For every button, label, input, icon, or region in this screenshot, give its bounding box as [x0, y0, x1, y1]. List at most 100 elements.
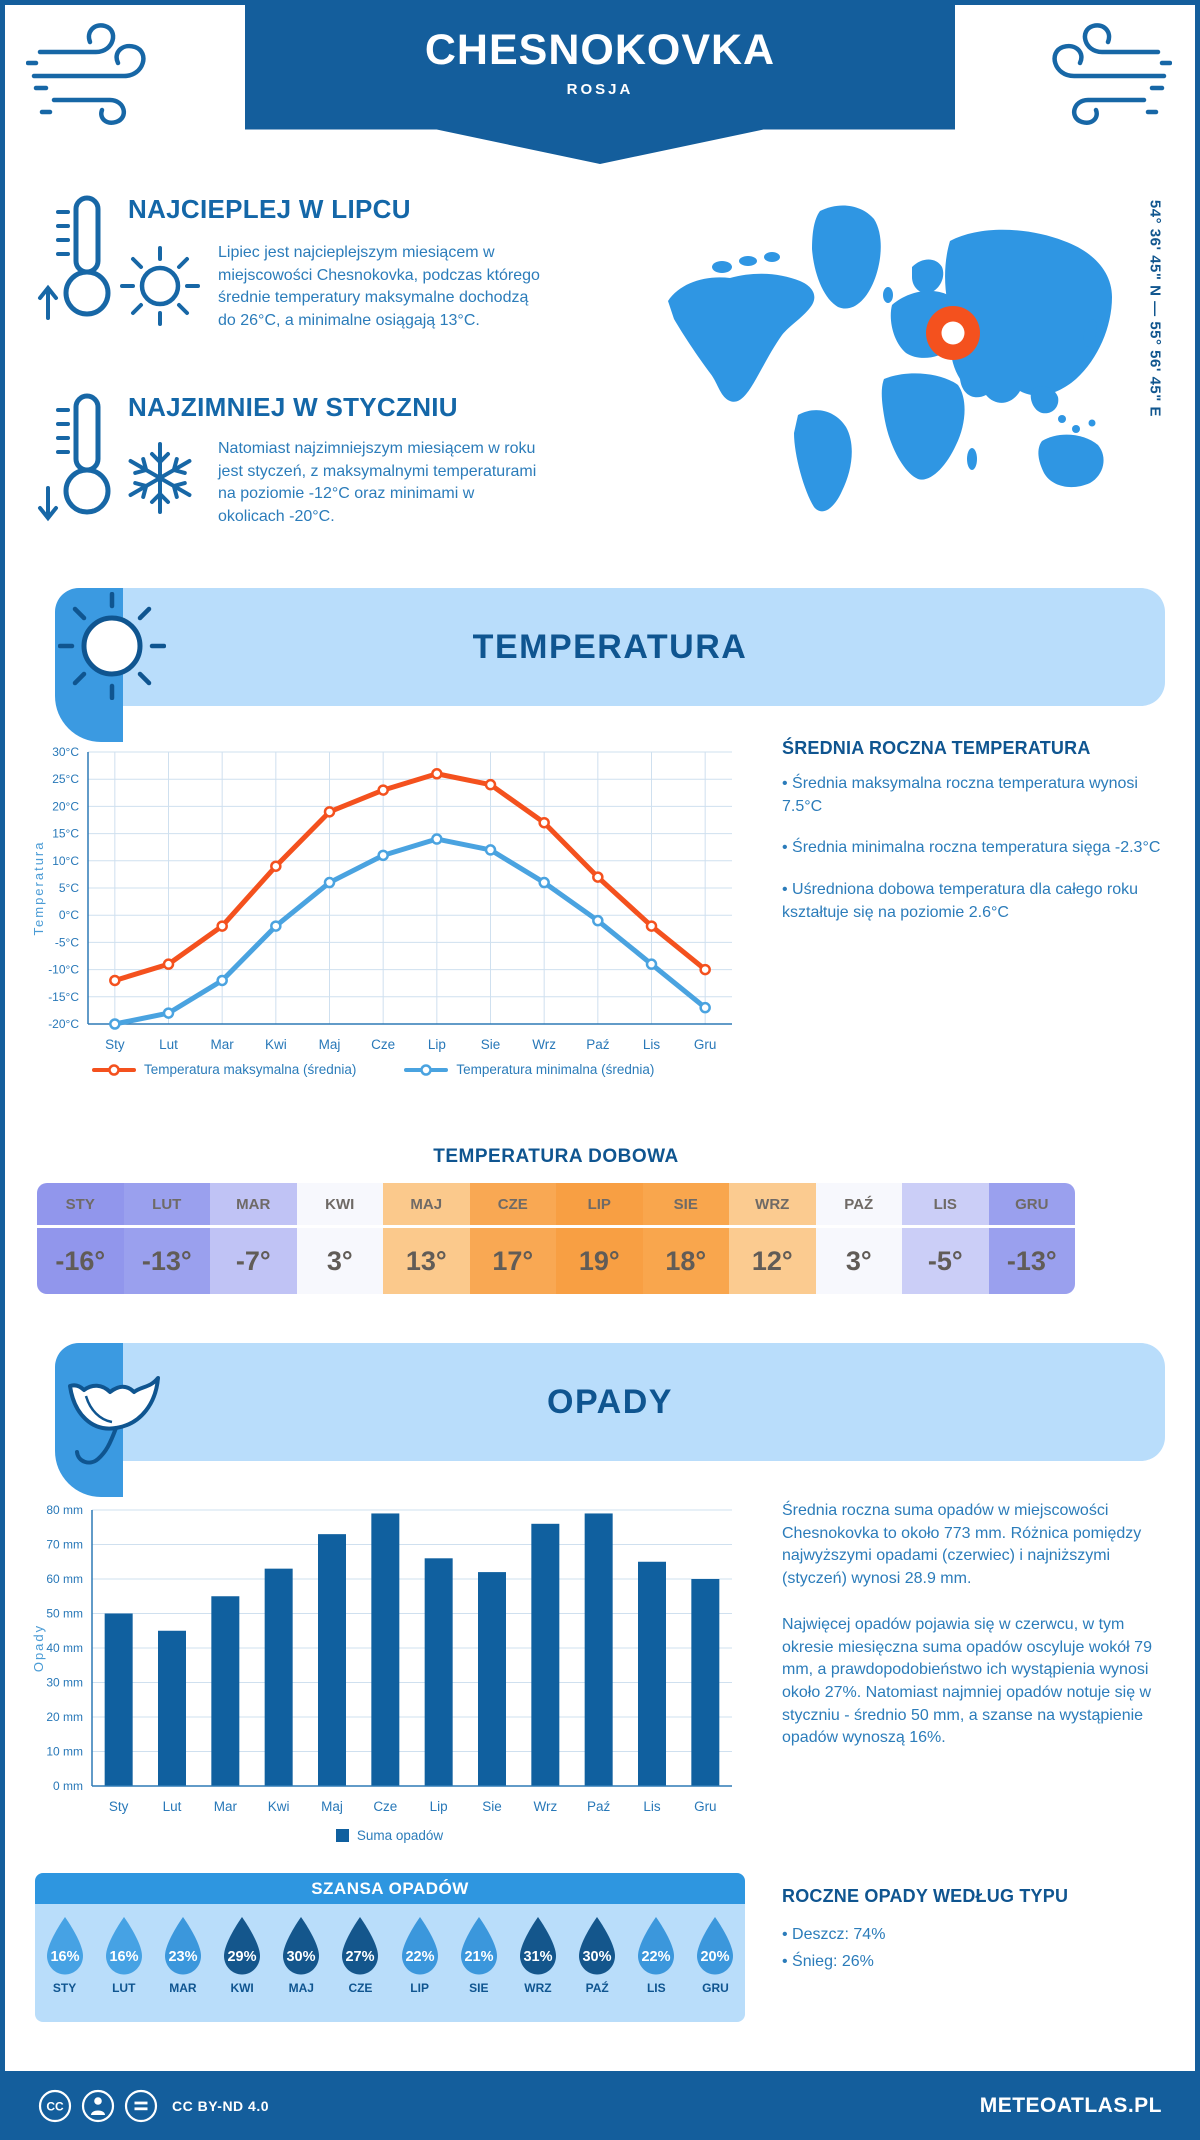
svg-text:0 mm: 0 mm [53, 1779, 83, 1793]
svg-text:20%: 20% [701, 1949, 730, 1965]
annual-temperature-heading: ŚREDNIA ROCZNA TEMPERATURA [782, 738, 1091, 758]
precipitation-band-title: OPADY [547, 1383, 673, 1421]
svg-text:60 mm: 60 mm [46, 1572, 83, 1586]
svg-text:Wrz: Wrz [532, 1037, 556, 1052]
svg-text:22%: 22% [642, 1949, 671, 1965]
precipitation-type-heading: ROCZNE OPADY WEDŁUG TYPU [782, 1886, 1069, 1906]
coordinates-label: 54° 36' 45" N — 55° 56' 45" E [1146, 199, 1164, 418]
rain-chance-month-label: PAŹ [585, 1981, 609, 1995]
precipitation-chart-legend: Suma opadów [32, 1828, 747, 1843]
svg-text:20°C: 20°C [52, 799, 79, 813]
svg-text:Wrz: Wrz [533, 1799, 557, 1814]
svg-text:Lut: Lut [159, 1037, 178, 1052]
precipitation-paragraph: Średnia roczna suma opadów w miejscowośc… [782, 1502, 1142, 1588]
month-header-cell: SIE [642, 1183, 729, 1225]
svg-text:Lis: Lis [643, 1037, 661, 1052]
annual-bullet: • Średnia maksymalna roczna temperatura … [782, 775, 1138, 815]
rain-chance-item: 31% WRZ [508, 1915, 567, 2022]
table-column: MAR -7° [210, 1183, 297, 1294]
svg-text:CC: CC [46, 2099, 64, 2113]
cc-license-badges: CC [38, 2089, 158, 2123]
svg-text:Maj: Maj [321, 1799, 343, 1814]
rain-chance-item: 29% KWI [213, 1915, 272, 2022]
month-header-cell: STY [37, 1183, 124, 1225]
table-column: LIS -5° [902, 1183, 989, 1294]
svg-text:Lis: Lis [643, 1799, 661, 1814]
legend-item: Suma opadów [335, 1828, 444, 1843]
cc-by-person-icon [81, 2089, 115, 2122]
svg-text:10 mm: 10 mm [46, 1745, 83, 1759]
rain-chance-month-label: LUT [112, 1981, 136, 1995]
raindrop-icon: 31% [519, 1917, 556, 1975]
rain-chance-panel: SZANSA OPADÓW 16% STY 16% LUT 23% MAR 29% KWI 30… [35, 1873, 745, 2022]
table-column: KWI 3° [296, 1183, 383, 1294]
table-column: LUT -13° [123, 1183, 210, 1294]
legend-swatch [335, 1829, 349, 1842]
svg-text:15°C: 15°C [52, 827, 79, 841]
footer: CC CC BY-ND 4.0 METEOATLAS.PL [0, 2071, 1200, 2140]
svg-text:-5°C: -5°C [55, 935, 79, 949]
page-border-right [1195, 0, 1200, 2140]
legend-item: Temperatura minimalna (średnia) [404, 1062, 654, 1077]
umbrella-icon [68, 1376, 160, 1465]
page-title: CHESNOKOVKA [424, 26, 776, 74]
rain-chance-item: 21% SIE [449, 1915, 508, 2022]
svg-text:Paź: Paź [587, 1799, 611, 1814]
warmest-heading: NAJCIEPLEJ W LIPCU [128, 194, 411, 224]
raindrop-icon: 16% [105, 1917, 142, 1975]
raindrop-icon: 21% [460, 1917, 497, 1975]
thermometer-up-icon [38, 195, 111, 320]
thermometer-down-icon [38, 393, 111, 522]
temperature-band-title: TEMPERATURA [472, 628, 748, 666]
raindrop-icon: 20% [697, 1917, 734, 1975]
svg-text:30°C: 30°C [52, 745, 79, 759]
coldest-paragraph: Natomiast najzimniejszym miesiącem w rok… [218, 440, 537, 526]
temperature-value-cell: 12° [729, 1228, 816, 1294]
svg-text:Lip: Lip [428, 1037, 446, 1052]
warmest-paragraph: Lipiec jest najcieplejszym miesiącem w m… [218, 244, 540, 330]
temperature-value-cell: -5° [902, 1228, 989, 1294]
cc-nd-equals-icon [124, 2089, 158, 2122]
temperature-value-cell: 17° [469, 1228, 556, 1294]
svg-text:29%: 29% [228, 1949, 257, 1965]
rain-chance-month-label: CZE [348, 1981, 373, 1995]
svg-text:30 mm: 30 mm [46, 1676, 83, 1690]
raindrop-icon: 30% [579, 1917, 616, 1975]
table-column: CZE 17° [469, 1183, 556, 1294]
rain-chance-item: 16% LUT [94, 1915, 153, 2022]
precipitation-summary: Średnia roczna suma opadów w miejscowośc… [782, 1500, 1174, 1773]
svg-text:Kwi: Kwi [268, 1799, 290, 1814]
table-column: STY -16° [37, 1183, 124, 1294]
svg-text:Sty: Sty [105, 1037, 125, 1052]
svg-text:31%: 31% [523, 1949, 552, 1965]
page-border-left [0, 0, 5, 2140]
rain-chance-month-label: GRU [702, 1981, 729, 1995]
raindrop-icon: 29% [224, 1917, 261, 1975]
legend-label: Suma opadów [356, 1828, 444, 1843]
sun-icon [58, 592, 166, 700]
svg-text:Cze: Cze [371, 1037, 395, 1052]
month-header-cell: MAJ [383, 1183, 470, 1225]
annual-bullet: • Średnia minimalna roczna temperatura s… [782, 839, 1161, 857]
site-name: METEOATLAS.PL [979, 2093, 1162, 2117]
location-marker [926, 306, 980, 360]
license-label: CC BY-ND 4.0 [172, 2097, 270, 2114]
raindrop-icon: 22% [638, 1917, 675, 1975]
svg-text:16%: 16% [109, 1949, 138, 1965]
precipitation-type-bullet: • Deszcz: 74% [782, 1926, 886, 1943]
rain-chance-row: 16% STY 16% LUT 23% MAR 29% KWI 30% MAJ 27% CZE 22% L… [35, 1904, 745, 2022]
table-column: MAJ 13° [383, 1183, 470, 1294]
legend-item: Temperatura maksymalna (średnia) [92, 1062, 356, 1077]
svg-text:10°C: 10°C [52, 854, 79, 868]
svg-text:30%: 30% [287, 1949, 316, 1965]
rain-chance-heading: SZANSA OPADÓW [35, 1873, 745, 1904]
svg-text:Gru: Gru [694, 1037, 717, 1052]
svg-text:Cze: Cze [373, 1799, 397, 1814]
svg-text:Paź: Paź [586, 1037, 610, 1052]
temperature-value-cell: 3° [296, 1228, 383, 1294]
raindrop-icon: 23% [164, 1917, 201, 1975]
svg-text:Mar: Mar [214, 1799, 238, 1814]
daily-temperature-heading: TEMPERATURA DOBOWA [433, 1146, 679, 1167]
rain-chance-item: 27% CZE [331, 1915, 390, 2022]
